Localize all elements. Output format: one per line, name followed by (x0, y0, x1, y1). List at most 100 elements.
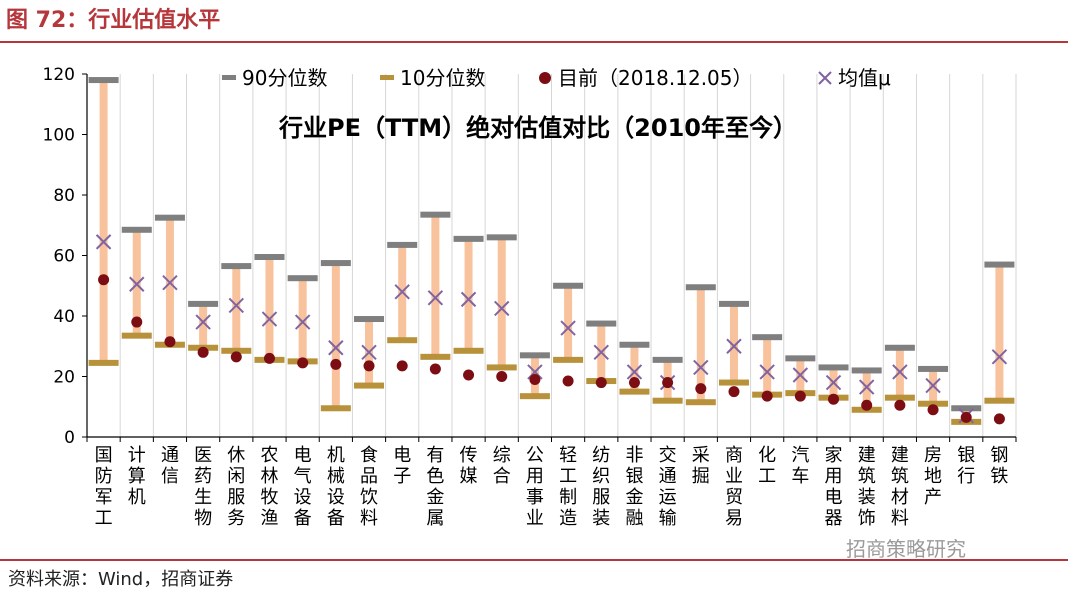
range-bar (232, 266, 241, 351)
x-category-label: 轻工制造 (559, 445, 577, 529)
legend-label: 10分位数 (400, 66, 485, 90)
p90-marker (652, 356, 683, 363)
p10-marker (619, 388, 650, 395)
p90-marker (586, 320, 617, 327)
x-category-label: 建筑材料 (891, 445, 909, 529)
range-bar (696, 287, 705, 403)
y-tick-label: 120 (43, 65, 75, 85)
legend-swatch (818, 71, 832, 85)
current-marker (131, 316, 143, 328)
x-category-label: 休闲服务 (227, 445, 245, 529)
p90-marker (785, 355, 816, 362)
range-bar (630, 344, 639, 392)
current-marker (662, 377, 674, 389)
p90-marker (685, 284, 716, 291)
p10-marker (221, 347, 252, 354)
x-category-label: 综合 (493, 445, 511, 487)
p90-marker (387, 241, 418, 248)
x-category-label: 房地产 (924, 445, 942, 508)
legend: 90分位数 10分位数 目前（2018.12.05） 均值μ (222, 66, 891, 90)
mean-marker (95, 234, 112, 250)
x-category-label: 非银金融 (625, 445, 643, 529)
mean-marker (991, 349, 1008, 365)
x-category-label: 电气设备 (294, 445, 312, 529)
legend-swatch (380, 75, 394, 80)
mean-marker (792, 367, 809, 383)
p10-marker (918, 400, 949, 407)
mean-marker (494, 300, 510, 317)
current-marker (794, 390, 806, 402)
mean-marker (195, 314, 211, 330)
p10-marker (320, 405, 351, 412)
p10-marker (984, 397, 1015, 404)
p90-marker (519, 352, 550, 359)
p90-marker (718, 300, 749, 307)
legend-label: 90分位数 (242, 66, 327, 90)
range-bar (995, 264, 1004, 401)
mean-marker (129, 276, 145, 292)
current-marker (297, 357, 309, 369)
x-category-label: 通信 (161, 445, 179, 487)
p90-marker (884, 344, 915, 351)
axes: 0 20 40 60 80 100 120 国防军工计算机通信医药生物休闲服务农林牧渔电气设备… (43, 65, 1017, 529)
p90-marker (851, 367, 882, 374)
range-bar (497, 237, 506, 368)
pe-valuation-chart: 0 20 40 60 80 100 120 国防军工计算机通信医药生物休闲服务农林牧渔电气设备… (43, 65, 1017, 529)
p90-marker (254, 254, 285, 261)
mean-marker (162, 275, 178, 291)
current-marker (828, 393, 840, 405)
x-category-label: 银行 (957, 445, 975, 487)
x-category-label: 传媒 (460, 445, 478, 487)
current-marker (197, 346, 209, 358)
legend-swatch (222, 75, 236, 80)
current-marker (861, 399, 873, 411)
current-marker (330, 358, 342, 370)
p90-marker (453, 235, 484, 242)
p90-marker (121, 226, 152, 233)
x-category-label: 电子 (393, 445, 411, 487)
gridlines (119, 74, 1017, 437)
range-bar (862, 370, 871, 410)
current-marker (429, 363, 441, 375)
range-bar (99, 80, 108, 363)
p90-marker (818, 364, 849, 371)
mean-marker (693, 359, 709, 376)
x-category-label: 交通运输 (659, 445, 677, 529)
p10-marker (387, 337, 418, 344)
mean-marker (328, 340, 344, 356)
x-category-label: 有色金属 (426, 445, 444, 529)
range-bar (331, 263, 340, 409)
x-category-label: 食品饮料 (360, 445, 378, 529)
mean-marker (892, 364, 908, 380)
mean-marker (626, 364, 643, 380)
p90-marker (88, 77, 119, 84)
mean-marker (560, 320, 576, 336)
p90-marker (420, 211, 451, 218)
x-category-label: 公用事业 (526, 445, 544, 529)
current-marker (894, 399, 906, 411)
p90-marker (354, 316, 385, 323)
mean-marker (593, 344, 609, 361)
x-category-label: 机械设备 (327, 445, 345, 529)
p90-marker (553, 282, 584, 289)
current-marker (960, 411, 972, 423)
p90-marker (752, 334, 783, 341)
p90-marker (984, 261, 1015, 268)
x-category-label: 商业贸易 (725, 445, 743, 529)
range-bar (763, 337, 772, 395)
current-marker (396, 360, 408, 372)
mean-marker (858, 379, 875, 395)
mean-marker (294, 314, 311, 330)
p90-marker (619, 341, 650, 348)
current-marker (164, 336, 176, 348)
p90-marker (951, 405, 982, 412)
y-tick-label: 20 (53, 368, 75, 388)
x-category-label: 化工 (758, 445, 776, 487)
mean-marker (427, 290, 444, 306)
top-rule (0, 41, 1068, 43)
mean-marker (228, 297, 245, 314)
range-bars (99, 80, 1004, 422)
current-marker (761, 390, 773, 402)
current-marker (562, 375, 574, 387)
p90-marker (188, 300, 219, 307)
